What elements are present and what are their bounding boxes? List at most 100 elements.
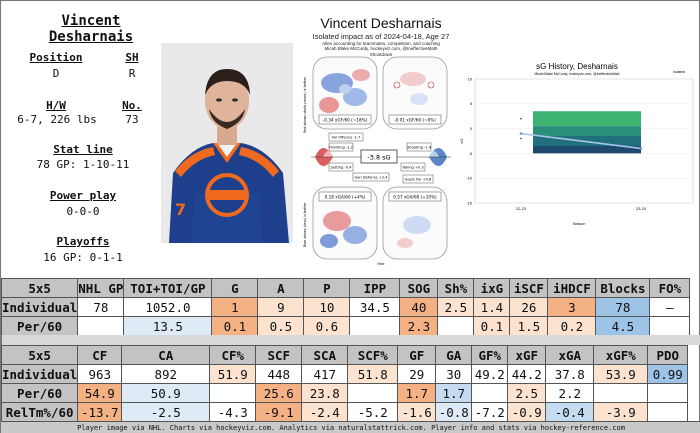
table-cell: -0.9 bbox=[507, 402, 547, 422]
column-header: GF% bbox=[471, 345, 509, 365]
player-photo: 7 bbox=[161, 43, 293, 243]
table-cell bbox=[209, 383, 257, 403]
table-cell: 0.2 bbox=[547, 316, 597, 336]
table-cell: 25.6 bbox=[255, 383, 303, 403]
table-cell: 892 bbox=[121, 364, 211, 384]
impact-caption-1: Allen accounting for teammates, competit… bbox=[322, 41, 440, 46]
column-header: CF bbox=[77, 345, 123, 365]
impact-caption-2: Micah Blake McCurdy, hockeyviz.com, @Ine… bbox=[324, 46, 438, 51]
tag-shooting: Shooting -1.4 bbox=[407, 146, 432, 150]
table-cell: 2.3 bbox=[399, 316, 439, 336]
column-header: SOG bbox=[399, 278, 439, 298]
row-label: Per/60 bbox=[0, 383, 79, 403]
table-cell: 1.7 bbox=[435, 383, 473, 403]
table-cell: 1.7 bbox=[397, 383, 437, 403]
history-ytick-label: 5 bbox=[470, 102, 472, 106]
column-header: iHDCF bbox=[547, 278, 597, 298]
column-header: NHL GP bbox=[77, 278, 125, 298]
row-label: Individual bbox=[0, 364, 79, 384]
off-top-label: -0.34 xGF/60 (~18%) bbox=[323, 118, 368, 123]
table-cell: 44.2 bbox=[507, 364, 547, 384]
column-header: xGF% bbox=[593, 345, 649, 365]
table-cell bbox=[647, 383, 689, 403]
tag-gen-defense: Gen Defense +2.4 bbox=[354, 176, 388, 180]
table-cell: -3.9 bbox=[593, 402, 649, 422]
off-bottom-label: 0.18 xGA/60 (+4%) bbox=[325, 195, 366, 200]
shoots-label: SH bbox=[125, 51, 139, 64]
position-value: D bbox=[52, 67, 60, 80]
column-header: PDO bbox=[647, 345, 689, 365]
column-header: xGF bbox=[507, 345, 547, 365]
table-cell: -5.2 bbox=[347, 402, 399, 422]
table-cell: 448 bbox=[255, 364, 303, 384]
table-cell: 40 bbox=[399, 297, 439, 317]
table-cell: -0.8 bbox=[435, 402, 473, 422]
history-marker bbox=[520, 117, 522, 120]
column-header: SCF% bbox=[347, 345, 399, 365]
statline-value: 78 GP: 1-10-11 bbox=[36, 158, 130, 171]
impact-shootdown-label: Shootdown bbox=[369, 52, 393, 57]
table-cell: 49.2 bbox=[471, 364, 509, 384]
table-cell: 51.8 bbox=[347, 364, 399, 384]
table-cell: -1.6 bbox=[397, 402, 437, 422]
row-label: Per/60 bbox=[0, 316, 79, 336]
table-row: Individual 963 892 51.9 448 417 51.8 29 30 49.2 44… bbox=[0, 364, 689, 384]
impact-footer-note: Hite bbox=[377, 262, 384, 266]
history-ytick-label: -10 bbox=[467, 177, 473, 181]
table-cell: 3 bbox=[547, 297, 597, 317]
column-header: iSCF bbox=[509, 278, 549, 298]
table-cell bbox=[649, 316, 691, 336]
table-cell: 34.5 bbox=[349, 297, 401, 317]
impact-subtitle: Isolated impact as of 2024-04-18, Age 27 bbox=[312, 32, 450, 41]
column-header: Blocks bbox=[595, 278, 651, 298]
table-cell bbox=[349, 316, 401, 336]
history-band bbox=[533, 126, 641, 137]
tag-goals-for: Goals For +0.8 bbox=[405, 178, 432, 182]
history-point bbox=[519, 132, 523, 135]
row-label: RelTm%/60 bbox=[0, 402, 79, 422]
column-header: GF bbox=[397, 345, 437, 365]
footer-credits: Player image via NHL. Charts via hockeyv… bbox=[1, 421, 700, 433]
position-label: Position bbox=[29, 51, 83, 64]
def-top-label: -0.01 xGF/60 (~0%) bbox=[394, 118, 436, 123]
table-cell bbox=[347, 383, 399, 403]
table-cell: -2.4 bbox=[301, 402, 349, 422]
stats-table-individual: 5x5 NHL GP TOI+TOI/GP G A P IPP SOG Sh% ixG iSCF iH… bbox=[0, 278, 691, 336]
column-header: 5x5 bbox=[0, 278, 79, 298]
history-ytick-label: 0 bbox=[470, 127, 472, 131]
history-xlabel: Season bbox=[573, 222, 586, 226]
table-cell: 1.4 bbox=[473, 297, 511, 317]
sg-history-chart: sG History, Desharnais Micah Blake McCur… bbox=[459, 61, 695, 227]
impact-title: Vincent Desharnais bbox=[320, 15, 442, 31]
powerplay-value: 0-0-0 bbox=[66, 205, 100, 218]
history-band bbox=[533, 111, 641, 127]
tag-vol-offence: Vol Offence -1.7 bbox=[332, 136, 361, 140]
table-cell: 10 bbox=[303, 297, 351, 317]
table-cell: 1.5 bbox=[509, 316, 549, 336]
powerplay-label: Power play bbox=[49, 189, 117, 202]
playoffs-value: 16 GP: 0-1-1 bbox=[43, 251, 123, 264]
table-cell: 78 bbox=[595, 297, 651, 317]
table-row: Per/60 13.5 0.1 0.5 0.6 2.3 0.1 1.5 0.2 4.5 bbox=[0, 316, 691, 336]
table-cell: 53.9 bbox=[593, 364, 649, 384]
hw-label: H/W bbox=[46, 99, 66, 112]
table-cell: 50.9 bbox=[121, 383, 211, 403]
impact-right-vlabel: Blue shows (less) is better bbox=[303, 202, 307, 247]
table-row: Per/60 54.9 50.9 25.6 23.8 1.7 1.7 2.5 2.2 bbox=[0, 383, 689, 403]
tag-finishing: Finishing -1.2 bbox=[329, 146, 353, 150]
table-cell bbox=[471, 383, 509, 403]
number-value: 73 bbox=[125, 113, 139, 126]
table-cell: 2.2 bbox=[545, 383, 595, 403]
column-header: GA bbox=[435, 345, 473, 365]
column-header: SCA bbox=[301, 345, 349, 365]
table-cell: 1 bbox=[211, 297, 259, 317]
column-header: G bbox=[211, 278, 259, 298]
column-header: ixG bbox=[473, 278, 511, 298]
column-header: P bbox=[303, 278, 351, 298]
table-cell: 26 bbox=[509, 297, 549, 317]
table-header-row: 5x5 NHL GP TOI+TOI/GP G A P IPP SOG Sh% ixG iSCF iH… bbox=[0, 278, 691, 298]
table-cell: 54.9 bbox=[77, 383, 123, 403]
table-cell bbox=[437, 316, 475, 336]
table-cell: -9.1 bbox=[255, 402, 303, 422]
table-row: RelTm%/60 -13.7 -2.5 -4.3 -9.1 -2.4 -5.2 -1.6 -0… bbox=[0, 402, 689, 422]
